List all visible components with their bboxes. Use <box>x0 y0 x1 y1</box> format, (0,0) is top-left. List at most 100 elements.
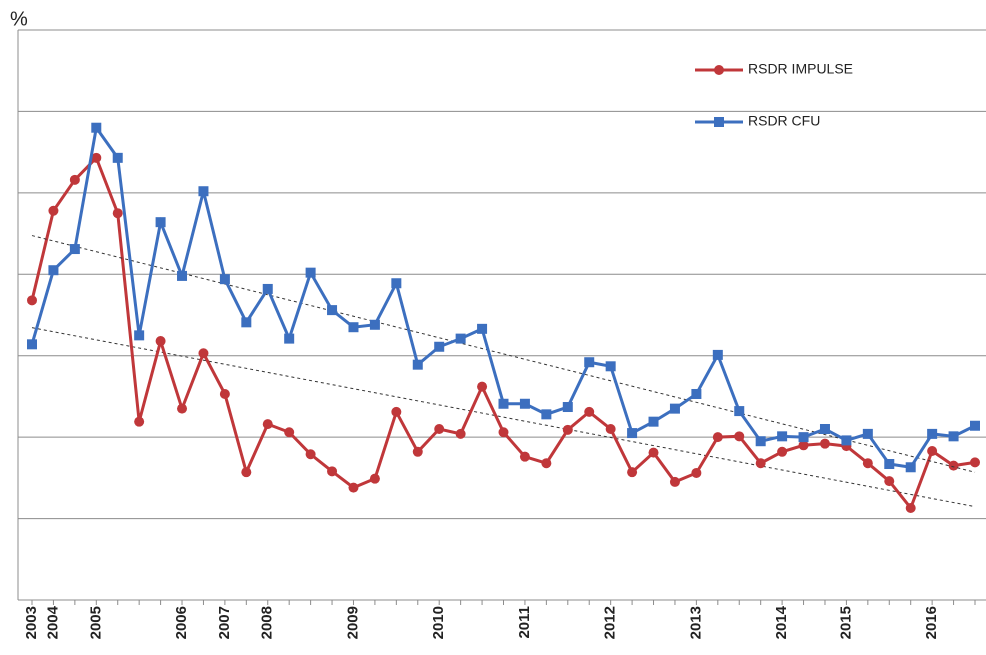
marker <box>712 432 723 443</box>
marker <box>241 317 252 328</box>
marker <box>284 427 295 438</box>
x-tick-label: 2006 <box>173 606 190 639</box>
marker <box>455 333 466 344</box>
marker <box>134 416 145 427</box>
x-tick-label: 2007 <box>216 606 233 639</box>
x-tick-label: 2003 <box>23 606 40 639</box>
x-tick-label: 2011 <box>516 606 533 639</box>
marker <box>584 357 595 368</box>
x-tick-label: 2010 <box>430 606 447 639</box>
marker <box>862 458 873 469</box>
marker <box>605 361 616 372</box>
marker <box>734 431 745 442</box>
marker <box>327 305 338 316</box>
marker <box>48 265 59 276</box>
marker <box>112 152 123 163</box>
marker <box>648 447 659 458</box>
marker <box>198 348 209 359</box>
marker <box>777 446 788 457</box>
marker <box>155 217 166 228</box>
x-tick-label: 2004 <box>44 605 61 639</box>
marker <box>155 336 166 347</box>
x-tick-label: 2008 <box>259 606 276 639</box>
marker <box>884 476 895 487</box>
marker <box>391 406 402 417</box>
marker <box>584 406 595 417</box>
marker <box>669 476 680 487</box>
marker <box>819 438 830 449</box>
marker <box>91 152 102 163</box>
marker <box>519 451 530 462</box>
legend-label: RSDR CFU <box>748 113 820 129</box>
marker <box>948 431 959 442</box>
marker <box>305 267 316 278</box>
marker <box>477 323 488 334</box>
marker <box>841 435 852 446</box>
marker <box>927 445 938 456</box>
x-tick-label: 2005 <box>87 606 104 639</box>
marker <box>177 270 188 281</box>
marker <box>884 459 895 470</box>
marker <box>369 319 380 330</box>
marker <box>219 388 230 399</box>
legend-marker <box>714 117 724 127</box>
x-tick-label: 2009 <box>344 606 361 639</box>
marker <box>305 449 316 460</box>
marker <box>348 322 359 333</box>
marker <box>327 466 338 477</box>
marker <box>434 341 445 352</box>
marker <box>691 388 702 399</box>
marker <box>477 381 488 392</box>
legend-label: RSDR IMPULSE <box>748 61 853 77</box>
marker <box>948 460 959 471</box>
marker <box>712 349 723 360</box>
marker <box>927 428 938 439</box>
marker <box>177 403 188 414</box>
marker <box>498 427 509 438</box>
marker <box>27 339 37 350</box>
legend-marker <box>714 65 724 75</box>
marker <box>541 409 552 420</box>
marker <box>562 402 573 413</box>
marker <box>691 467 702 478</box>
marker <box>391 278 402 289</box>
marker <box>819 424 830 434</box>
marker <box>412 359 423 370</box>
x-tick-label: 2015 <box>837 606 854 639</box>
marker <box>605 424 616 434</box>
marker <box>648 416 659 427</box>
marker <box>970 457 980 468</box>
marker <box>970 420 980 431</box>
marker <box>262 283 273 294</box>
trend-line <box>31 327 976 508</box>
marker <box>562 424 573 435</box>
marker <box>755 458 766 469</box>
marker <box>519 398 530 409</box>
marker <box>112 208 123 219</box>
marker <box>798 432 809 443</box>
series-line <box>30 155 976 511</box>
x-tick-label: 2016 <box>923 606 940 639</box>
marker <box>134 330 145 341</box>
marker <box>627 467 638 478</box>
marker <box>348 482 359 493</box>
marker <box>198 186 209 197</box>
marker <box>905 462 916 473</box>
x-tick-label: 2012 <box>602 606 619 639</box>
marker <box>284 333 295 344</box>
marker <box>241 467 252 478</box>
marker <box>27 295 37 306</box>
marker <box>755 436 766 447</box>
marker <box>69 244 80 255</box>
marker <box>627 428 638 439</box>
marker <box>798 440 809 451</box>
marker <box>48 205 59 216</box>
x-tick-label: 2013 <box>687 606 704 639</box>
marker <box>541 458 552 469</box>
marker <box>862 428 873 439</box>
y-unit-label: % <box>10 8 28 30</box>
marker <box>905 502 916 513</box>
marker <box>455 428 466 439</box>
